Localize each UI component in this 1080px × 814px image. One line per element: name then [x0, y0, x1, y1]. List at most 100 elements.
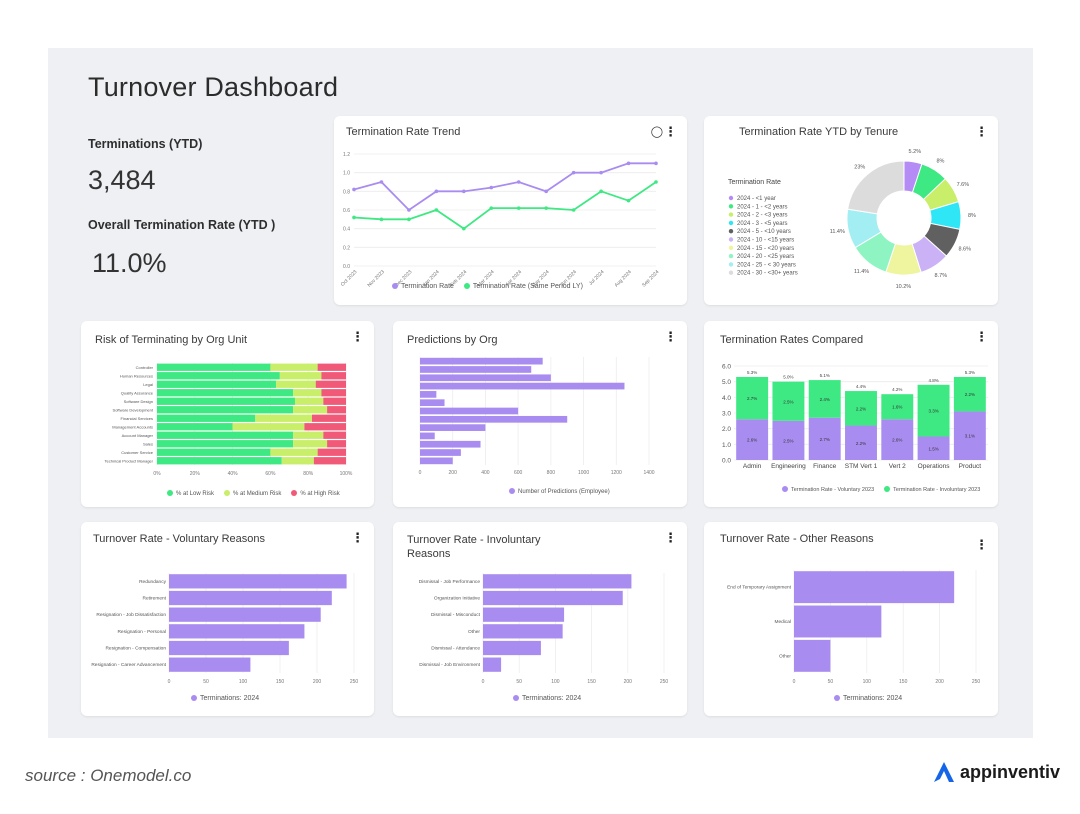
stacked-bar-chart: 0% 20% 40% 60% 80% 100% Controller Human Resour… — [105, 363, 353, 477]
legend-swatch — [392, 283, 398, 289]
bar — [420, 449, 461, 456]
more-options-icon[interactable]: ⋮ — [664, 530, 677, 545]
total-label: 4.8% — [928, 378, 938, 383]
donut-chart: Termination Rate 2024 - <1 year 2024 - 1 -… — [728, 149, 976, 290]
y-tick-label: End of Temporary Assignment — [727, 585, 792, 591]
x-tick-label: 200 — [313, 679, 322, 685]
y-tick-label: Retirement — [143, 596, 167, 602]
stacked-bar-segment — [772, 381, 805, 421]
more-options-icon[interactable]: ⋮ — [975, 124, 988, 139]
legend-label: Termination Rate — [401, 283, 454, 290]
y-tick-label: 6.0 — [722, 364, 731, 371]
more-options-icon[interactable]: ⋮ — [664, 329, 677, 344]
bar — [483, 574, 632, 589]
stacked-bar-segment — [772, 420, 805, 460]
data-point — [654, 180, 658, 184]
legend-label: 2024 - 15 - <20 years — [737, 246, 794, 252]
y-tick-label: 0.0 — [343, 264, 350, 270]
bar — [420, 457, 453, 465]
legend-item[interactable]: Termination Rate (Same Period LY) — [463, 283, 583, 290]
stacked-bar-segment — [293, 389, 322, 397]
bar — [794, 639, 831, 672]
series-line — [353, 162, 656, 212]
tenure-card: Termination Rate YTD by Tenure ⋮ Termina… — [704, 116, 998, 305]
more-options-icon[interactable]: ⋮ — [975, 329, 988, 344]
legend-item[interactable]: Termination Rate - Involuntary 2023 — [884, 486, 980, 493]
data-point — [434, 189, 439, 194]
x-tick-label: 150 — [276, 679, 285, 685]
legend-item[interactable]: Termination Rate — [392, 283, 454, 290]
stacked-bar-segment — [315, 380, 346, 388]
legend-item[interactable]: Termination Rate - Voluntary 2023 — [782, 486, 874, 493]
x-tick-label: Sep 2024 — [641, 269, 661, 289]
data-point — [544, 206, 548, 210]
bar — [420, 391, 437, 398]
series-line — [353, 181, 657, 230]
bar — [483, 640, 541, 656]
x-tick-label: Oct 2023 — [340, 269, 359, 288]
legend-swatch — [509, 488, 515, 494]
card-title: Turnover Rate - Voluntary Reasons — [93, 533, 266, 545]
x-tick-label: 0 — [793, 679, 796, 685]
y-tick-label: 2.0 — [722, 426, 731, 433]
stacked-bar-segment — [276, 380, 316, 388]
x-tick-label: Operations — [918, 463, 951, 470]
lightbulb-icon[interactable]: ◯ — [650, 126, 663, 138]
data-label: 2.5% — [783, 399, 793, 404]
data-label: 1.6% — [892, 405, 902, 410]
bar — [483, 590, 623, 606]
stacked-bar-segment — [157, 414, 256, 422]
x-tick-label: Engineering — [771, 463, 806, 470]
more-options-icon[interactable]: ⋮ — [351, 530, 364, 545]
y-tick-label: Management Accounts — [112, 424, 153, 429]
y-tick-label: Legal — [143, 382, 153, 387]
stacked-bar-segment — [736, 376, 769, 420]
legend-item[interactable]: % at High Risk — [291, 490, 340, 497]
y-tick-label: Software Development — [113, 407, 154, 412]
bar — [169, 574, 347, 589]
stacked-bar-segment — [157, 448, 271, 456]
total-label: 4.4% — [856, 384, 866, 389]
x-tick-label: STM Vert 1 — [845, 463, 878, 470]
legend-item[interactable]: Terminations: 2024 — [513, 695, 581, 702]
stacked-bar-segment — [157, 380, 277, 388]
stacked-bar-segment — [317, 363, 346, 371]
more-options-icon[interactable]: ⋮ — [664, 124, 677, 139]
voluntary-reasons-card: Turnover Rate - Voluntary Reasons ⋮ 0 50 1… — [81, 522, 374, 716]
x-tick-label: 150 — [587, 679, 596, 685]
x-tick-label: 40% — [228, 471, 239, 477]
card-title: Termination Rates Compared — [720, 334, 864, 346]
data-point — [571, 170, 576, 175]
x-tick-label: 50 — [516, 679, 522, 685]
legend-item[interactable]: Terminations: 2024 — [191, 695, 259, 702]
bar — [169, 590, 332, 606]
more-options-icon[interactable]: ⋮ — [351, 329, 364, 344]
total-label: 5.3% — [747, 370, 757, 375]
legend-item[interactable]: Terminations: 2024 — [834, 695, 902, 702]
page-title: Turnover Dashboard — [88, 72, 339, 102]
y-tick-label: 3.0 — [722, 411, 731, 418]
bar — [794, 605, 882, 638]
legend-item[interactable]: % at Medium Risk — [224, 490, 281, 497]
y-tick-label: Dismissal - Misconduct — [431, 612, 481, 618]
stacked-bar-segment — [323, 397, 346, 405]
more-options-icon[interactable]: ⋮ — [975, 537, 988, 552]
stacked-bar-segment — [881, 419, 914, 460]
data-label: 2.6% — [747, 438, 757, 443]
legend-label: Number of Predictions (Employee) — [518, 489, 610, 495]
stacked-bar-segment — [321, 372, 346, 380]
legend-item[interactable]: Number of Predictions (Employee) — [509, 488, 610, 495]
x-tick-label: 150 — [899, 679, 908, 685]
data-label: 2.2% — [856, 406, 866, 411]
data-label: 2.6% — [892, 438, 902, 443]
chart-legend: % at Low Risk % at Medium Risk % at High R… — [167, 490, 340, 497]
stacked-bar-segment — [270, 363, 318, 371]
data-point — [626, 161, 631, 166]
legend-swatch — [728, 237, 734, 242]
legend-item[interactable]: % at Low Risk — [167, 490, 214, 497]
x-tick-label: 200 — [624, 679, 633, 685]
data-label: 3.1% — [965, 434, 975, 439]
y-tick-label: Organization Initiative — [434, 596, 480, 602]
legend-label: 2024 - 10 - <15 years — [737, 238, 794, 244]
legend-swatch — [728, 229, 734, 234]
